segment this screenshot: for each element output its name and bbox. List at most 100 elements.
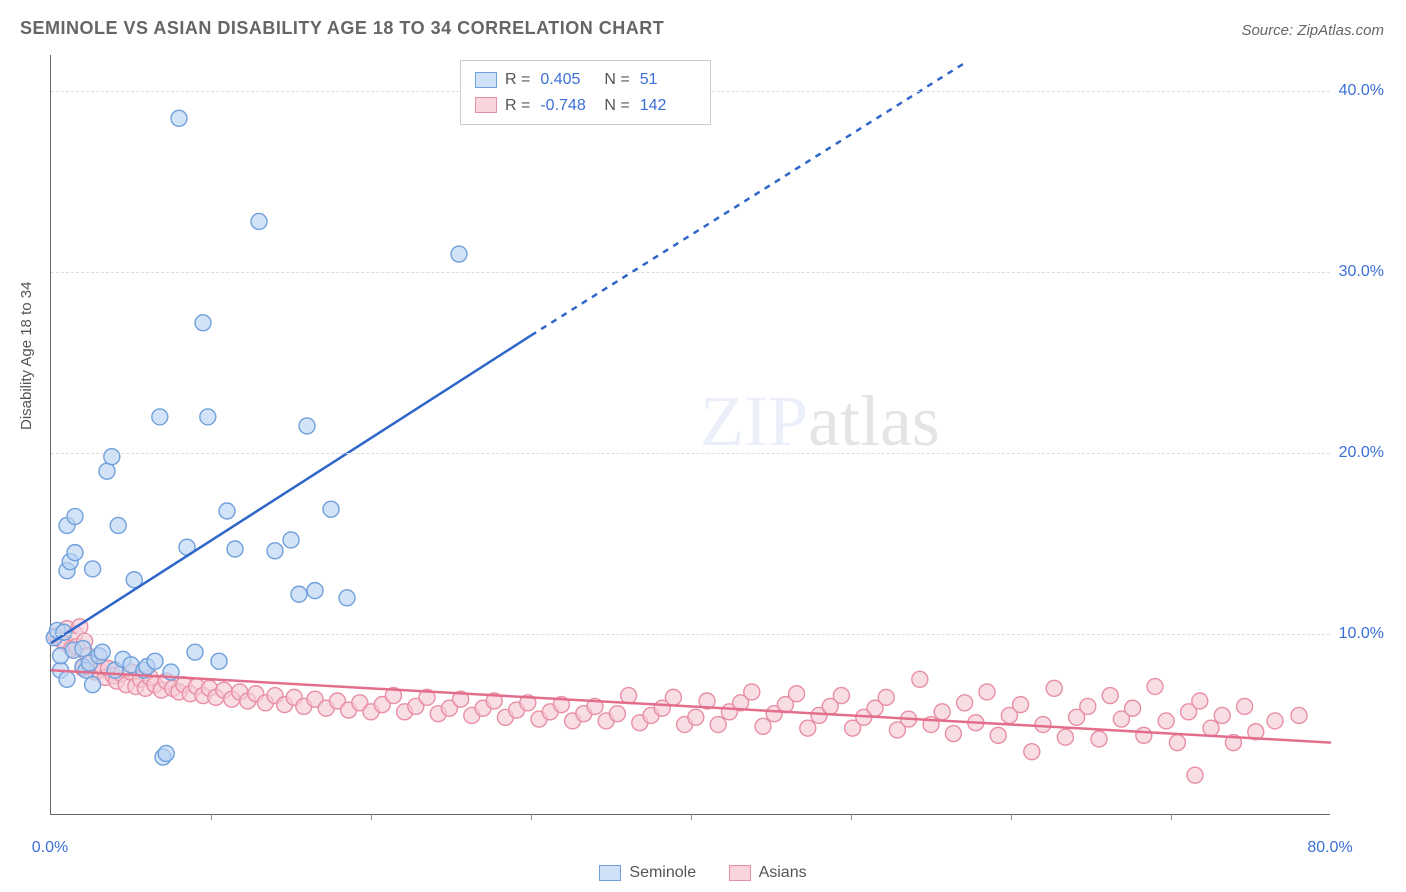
legend-r-label: R = (505, 67, 530, 93)
data-point (1237, 698, 1253, 714)
y-tick-label: 20.0% (1339, 444, 1384, 462)
data-point (1192, 693, 1208, 709)
data-point (94, 644, 110, 660)
data-point (451, 246, 467, 262)
data-point (1147, 679, 1163, 695)
data-point (1046, 680, 1062, 696)
legend-swatch-asians-icon (729, 865, 751, 881)
data-point (67, 545, 83, 561)
data-point (665, 689, 681, 705)
chart-container: SEMINOLE VS ASIAN DISABILITY AGE 18 TO 3… (0, 0, 1406, 892)
data-point (990, 727, 1006, 743)
legend-item-seminole: Seminole (599, 864, 696, 882)
data-point (878, 689, 894, 705)
legend-n-value-seminole: 51 (640, 67, 696, 93)
data-point (1125, 700, 1141, 716)
data-point (59, 671, 75, 687)
data-point (187, 644, 203, 660)
data-point (200, 409, 216, 425)
data-point (323, 501, 339, 517)
data-point (609, 706, 625, 722)
data-point (1102, 688, 1118, 704)
legend-label-seminole: Seminole (629, 864, 696, 882)
hgrid (51, 453, 1330, 454)
y-axis-label: Disability Age 18 to 34 (18, 282, 35, 430)
data-point (171, 110, 187, 126)
data-point (1169, 735, 1185, 751)
data-point (1091, 731, 1107, 747)
x-tick (691, 814, 692, 820)
x-tick (851, 814, 852, 820)
legend-n-label: N = (604, 93, 629, 119)
hgrid (51, 634, 1330, 635)
y-tick-label: 40.0% (1339, 82, 1384, 100)
data-point (1291, 707, 1307, 723)
legend-stats: R = 0.405 N = 51 R = -0.748 N = 142 (460, 60, 711, 125)
data-point (1203, 720, 1219, 736)
data-point (104, 449, 120, 465)
data-point (1024, 744, 1040, 760)
data-point (1035, 717, 1051, 733)
data-point (67, 508, 83, 524)
legend-swatch-asians (475, 97, 497, 113)
x-tick (1011, 814, 1012, 820)
legend-label-asians: Asians (759, 864, 807, 882)
data-point (912, 671, 928, 687)
data-point (227, 541, 243, 557)
y-tick-label: 10.0% (1339, 625, 1384, 643)
legend-swatch-seminole-icon (599, 865, 621, 881)
legend-r-value-asians: -0.748 (540, 93, 596, 119)
x-tick (531, 814, 532, 820)
data-point (1214, 707, 1230, 723)
chart-source: Source: ZipAtlas.com (1241, 22, 1384, 39)
data-point (152, 409, 168, 425)
data-point (195, 315, 211, 331)
data-point (1267, 713, 1283, 729)
data-point (267, 543, 283, 559)
x-tick-label: 80.0% (1307, 839, 1352, 857)
legend-r-label: R = (505, 93, 530, 119)
data-point (251, 213, 267, 229)
data-point (688, 709, 704, 725)
data-point (1158, 713, 1174, 729)
data-point (979, 684, 995, 700)
data-point (934, 704, 950, 720)
legend-stats-row-seminole: R = 0.405 N = 51 (475, 67, 696, 93)
data-point (744, 684, 760, 700)
legend-r-value-seminole: 0.405 (540, 67, 596, 93)
data-point (833, 688, 849, 704)
legend-item-asians: Asians (729, 864, 807, 882)
chart-title: SEMINOLE VS ASIAN DISABILITY AGE 18 TO 3… (20, 18, 664, 39)
data-point (291, 586, 307, 602)
data-point (211, 653, 227, 669)
data-point (99, 463, 115, 479)
data-point (158, 745, 174, 761)
data-point (800, 720, 816, 736)
data-point (75, 641, 91, 657)
data-point (299, 418, 315, 434)
x-tick (1171, 814, 1172, 820)
data-point (1080, 698, 1096, 714)
data-point (789, 686, 805, 702)
y-tick-label: 30.0% (1339, 263, 1384, 281)
data-point (755, 718, 771, 734)
x-tick (371, 814, 372, 820)
data-point (710, 717, 726, 733)
data-point (1057, 729, 1073, 745)
data-point (945, 726, 961, 742)
data-point (1136, 727, 1152, 743)
x-tick (211, 814, 212, 820)
x-tick-label: 0.0% (32, 839, 68, 857)
data-point (219, 503, 235, 519)
data-point (1013, 697, 1029, 713)
legend-swatch-seminole (475, 72, 497, 88)
data-point (1187, 767, 1203, 783)
data-point (110, 517, 126, 533)
data-point (147, 653, 163, 669)
data-point (339, 590, 355, 606)
data-point (85, 561, 101, 577)
hgrid (51, 272, 1330, 273)
legend-stats-row-asians: R = -0.748 N = 142 (475, 93, 696, 119)
data-point (283, 532, 299, 548)
plot-svg (51, 55, 1330, 814)
